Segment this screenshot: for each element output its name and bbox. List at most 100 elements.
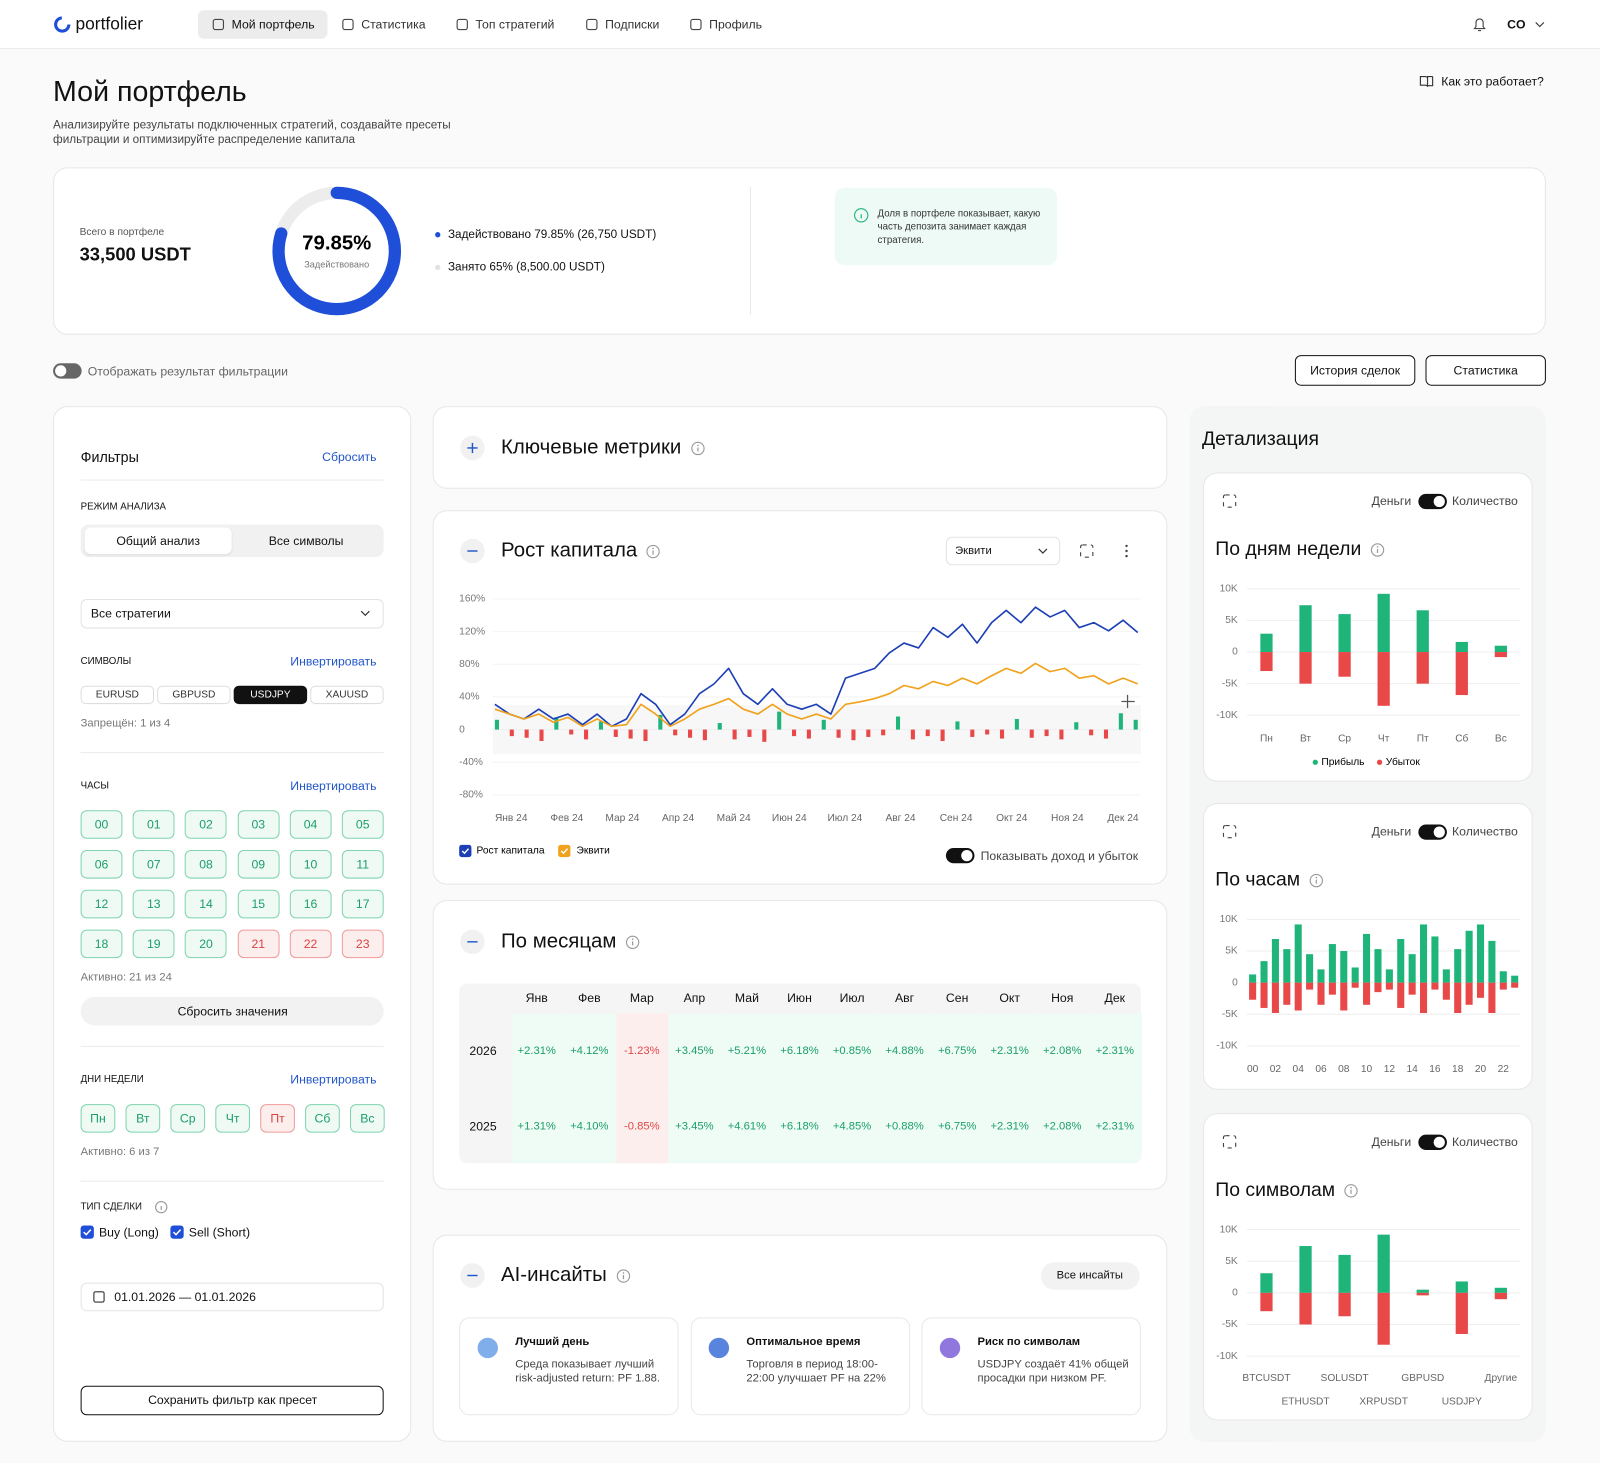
invert-link[interactable]: Инвертировать (290, 1072, 377, 1087)
invert-link[interactable]: Инвертировать (290, 654, 377, 669)
checkbox[interactable] (80, 1225, 94, 1239)
hour-chip[interactable] (132, 889, 175, 919)
hour-chip[interactable] (80, 929, 123, 959)
nav-item[interactable]: Топ стратегий (475, 17, 555, 32)
hour-chip[interactable] (289, 849, 332, 879)
segment-label[interactable]: Все символы (268, 533, 344, 548)
hour-chip-label[interactable]: 06 (94, 857, 109, 872)
hour-chip-label[interactable]: 22 (303, 936, 318, 952)
hour-chip-label[interactable]: 16 (303, 896, 318, 912)
day-chip[interactable] (305, 1104, 340, 1133)
symbol-chip[interactable] (233, 685, 308, 705)
hour-chip-label[interactable]: 15 (251, 896, 266, 912)
symbol-chip[interactable] (157, 685, 231, 705)
symbol-chip-label[interactable]: GBPUSD (172, 689, 216, 701)
hour-chip-label[interactable]: 08 (199, 857, 213, 872)
hour-chip[interactable] (237, 849, 280, 879)
info-box (834, 187, 1058, 266)
day-chip[interactable] (170, 1104, 206, 1133)
hour-chip[interactable] (80, 810, 123, 839)
hour-chip[interactable] (341, 889, 384, 919)
day-chip[interactable] (260, 1104, 295, 1133)
hour-chip-label[interactable]: 02 (199, 817, 213, 832)
all-insights-label[interactable]: Все инсайты (1056, 1269, 1123, 1282)
nav-item[interactable]: Профиль (709, 17, 763, 32)
hour-chip[interactable] (80, 889, 123, 919)
invert-link[interactable]: Инвертировать (290, 778, 377, 793)
day-chip-label[interactable]: Вт (136, 1111, 150, 1126)
button-label[interactable]: История сделок (1310, 363, 1401, 378)
all-insights-button[interactable] (1040, 1262, 1140, 1290)
hour-chip-label[interactable]: 07 (146, 857, 161, 872)
hour-chip-label[interactable]: 20 (199, 936, 213, 952)
hour-chip[interactable] (237, 929, 280, 959)
nav-item[interactable]: Статистика (361, 17, 426, 32)
day-chip[interactable] (125, 1104, 161, 1133)
hour-chip-label[interactable]: 10 (303, 857, 318, 872)
hour-chip[interactable] (289, 889, 332, 919)
symbol-chip-label[interactable]: USDJPY (250, 689, 291, 701)
hour-chip-label[interactable]: 13 (146, 896, 161, 912)
hour-chip-label[interactable]: 19 (146, 936, 161, 952)
hour-chip[interactable] (132, 810, 175, 839)
hour-chip[interactable] (80, 849, 123, 879)
symbol-chip-label[interactable]: EURUSD (95, 689, 139, 701)
hour-chip[interactable] (185, 889, 227, 919)
hour-chip[interactable] (132, 929, 175, 959)
hour-chip[interactable] (132, 849, 175, 879)
hour-chip-label[interactable]: 03 (251, 817, 266, 832)
hour-chip-label[interactable]: 12 (94, 896, 109, 912)
hour-chip[interactable] (341, 849, 384, 879)
reset-values-button[interactable] (80, 996, 384, 1026)
hour-chip[interactable] (341, 810, 384, 839)
hour-chip[interactable] (237, 810, 280, 839)
series-select[interactable] (945, 536, 1061, 566)
day-chip[interactable] (215, 1104, 250, 1133)
symbol-chip[interactable] (80, 685, 155, 705)
button[interactable] (1425, 355, 1546, 386)
hour-chip-label[interactable]: 21 (251, 936, 266, 952)
day-chip[interactable] (349, 1104, 385, 1133)
reset-values-label[interactable]: Сбросить значения (177, 1004, 288, 1019)
hour-chip[interactable] (341, 929, 384, 959)
save-button-label[interactable]: Сохранить фильтр как пресет (148, 1392, 318, 1408)
day-chip-label[interactable]: Пн (90, 1111, 106, 1126)
checkbox[interactable] (170, 1225, 184, 1239)
nav-item[interactable]: Подписки (605, 17, 660, 32)
segment-active[interactable] (84, 527, 232, 555)
hour-chip[interactable] (185, 929, 227, 959)
day-chip-label[interactable]: Вс (360, 1111, 375, 1126)
hour-chip-label[interactable]: 05 (355, 817, 370, 832)
hour-chip-label[interactable]: 00 (94, 817, 109, 832)
hour-chip[interactable] (289, 929, 332, 959)
date-field[interactable] (80, 1282, 384, 1312)
hour-chip-label[interactable]: 18 (94, 936, 109, 952)
user-badge[interactable]: CO (1507, 17, 1526, 32)
nav-item[interactable]: Мой портфель (231, 17, 315, 32)
hour-chip[interactable] (237, 889, 280, 919)
day-chip-label[interactable]: Ср (179, 1111, 196, 1126)
hour-chip-label[interactable]: 17 (355, 896, 370, 912)
hour-chip[interactable] (185, 810, 227, 839)
hour-chip[interactable] (289, 810, 332, 839)
hour-chip-label[interactable]: 01 (146, 817, 161, 832)
hour-chip-label[interactable]: 04 (303, 817, 318, 832)
segment-label[interactable]: Общий анализ (116, 533, 201, 548)
filters-reset[interactable]: Сбросить (322, 449, 377, 465)
strategy-select[interactable] (80, 598, 384, 629)
symbol-chip[interactable] (310, 685, 384, 705)
hour-chip-label[interactable]: 14 (199, 896, 213, 912)
hour-chip[interactable] (185, 849, 227, 879)
hour-chip-label[interactable]: 09 (251, 857, 266, 872)
button-label[interactable]: Статистика (1453, 363, 1518, 378)
button[interactable] (1294, 355, 1416, 386)
symbol-chip-label[interactable]: XAUUSD (325, 689, 369, 701)
day-chip-label[interactable]: Чт (225, 1111, 240, 1126)
day-chip[interactable] (80, 1104, 116, 1133)
day-chip-label[interactable]: Пт (270, 1111, 285, 1126)
save-button[interactable] (80, 1385, 384, 1416)
hour-chip-label[interactable]: 23 (355, 936, 370, 952)
day-chip-label[interactable]: Сб (314, 1111, 331, 1126)
hour-chip-label[interactable]: 11 (356, 857, 370, 872)
help-link[interactable]: Как это работает? (1441, 74, 1544, 89)
